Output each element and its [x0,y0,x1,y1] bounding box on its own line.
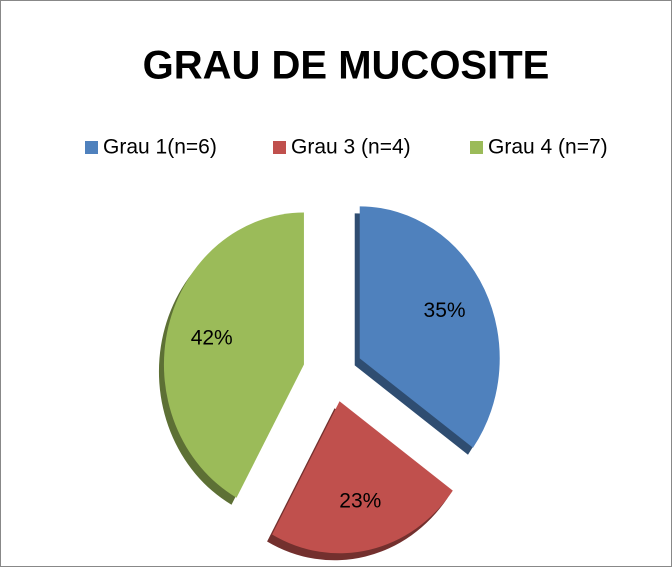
legend-swatch [273,141,286,154]
legend-label: Grau 3 (n=4) [291,136,411,159]
slice [359,206,500,448]
legend-label: Grau 4 (n=7) [488,136,608,159]
chart-title: GRAU DE MUCOSITE [143,44,550,88]
legend-swatch [470,141,483,154]
legend-label: Grau 1(n=6) [103,136,217,159]
data-label: 35% [424,299,466,322]
data-label: 23% [339,490,381,513]
data-label: 42% [191,326,233,349]
legend-swatch [85,141,98,154]
slice [272,401,453,554]
slice [163,212,304,498]
